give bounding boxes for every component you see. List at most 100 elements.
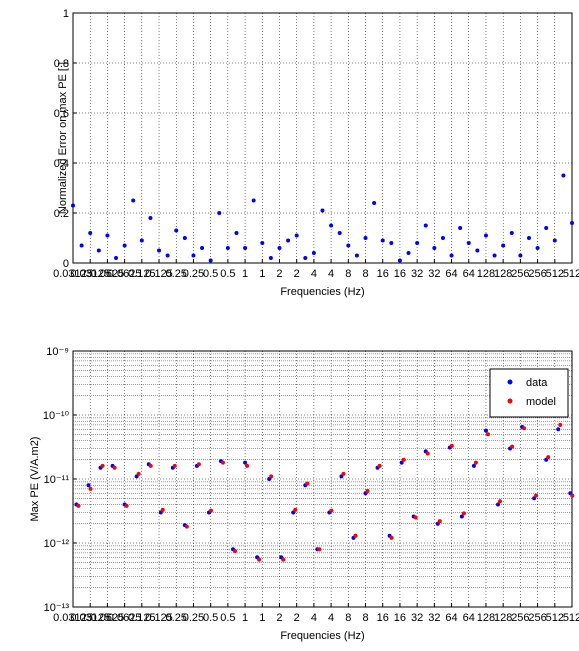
legend — [489, 368, 569, 418]
y-tick-label: 10⁻¹² — [44, 538, 70, 550]
x-tick-label: 16 — [394, 612, 406, 624]
data-point — [483, 428, 488, 433]
data-point — [570, 493, 575, 498]
data-point — [131, 198, 136, 203]
x-tick-label: 0.25 — [183, 268, 204, 280]
data-point — [281, 557, 286, 562]
data-point — [535, 246, 540, 250]
x-tick-label: 0.5 — [203, 612, 218, 624]
data-point — [341, 471, 346, 476]
x-tick-label: 0.03125 — [70, 268, 110, 280]
y-axis-label: Max PE (V/A.m2) — [29, 437, 41, 522]
data-point — [397, 258, 402, 263]
x-tick-label: 256 — [528, 612, 546, 624]
data-point — [363, 236, 368, 240]
data-point — [461, 511, 466, 516]
data-point — [449, 253, 454, 258]
y-tick-label: 0.2 — [54, 208, 69, 220]
x-tick-label: 2 — [294, 612, 300, 624]
x-tick-label: 1 — [259, 612, 265, 624]
data-point — [509, 231, 514, 235]
data-point — [526, 236, 531, 240]
data-point — [305, 481, 310, 486]
data-point — [570, 221, 574, 225]
data-point — [518, 253, 523, 258]
data-point — [561, 173, 566, 178]
x-tick-label: 64 — [445, 268, 457, 280]
x-tick-label: 0.0625 — [108, 268, 142, 280]
x-tick-label: 0.125 — [128, 612, 156, 624]
data-point — [217, 211, 222, 215]
x-axis-label: Frequencies (Hz) — [280, 286, 364, 298]
data-point — [105, 233, 110, 238]
data-point — [286, 238, 291, 243]
x-tick-label: 1 — [242, 612, 248, 624]
data-point — [71, 203, 75, 208]
data-point — [191, 253, 196, 258]
x-tick-label: 16 — [377, 612, 389, 624]
data-point — [165, 253, 170, 258]
data-point — [496, 502, 501, 507]
x-tick-label: 512 — [546, 268, 564, 280]
x-tick-label: 1 — [259, 268, 265, 280]
x-tick-label: 2 — [276, 268, 282, 280]
data-point — [234, 231, 239, 235]
x-tick-label: 256 — [511, 612, 529, 624]
x-tick-label: 8 — [345, 268, 351, 280]
data-point — [546, 455, 551, 460]
data-point — [353, 533, 358, 538]
data-point — [534, 493, 539, 498]
data-point — [558, 422, 563, 427]
data-point — [498, 499, 503, 504]
data-point — [346, 243, 351, 248]
data-point — [552, 238, 557, 243]
plot-area — [73, 13, 572, 263]
data-point — [139, 238, 144, 243]
data-point — [510, 444, 515, 449]
data-point — [208, 508, 213, 513]
data-point — [243, 460, 248, 465]
data-point — [114, 256, 119, 260]
data-point — [492, 253, 497, 258]
data-point — [389, 241, 394, 245]
y-tick-label: 10⁻¹³ — [44, 602, 70, 614]
data-point — [79, 243, 84, 248]
data-point — [413, 515, 418, 520]
x-tick-label: 32 — [428, 612, 440, 624]
data-point — [372, 201, 377, 205]
x-tick-label: 2 — [276, 612, 282, 624]
x-tick-label: 0.25 — [166, 612, 187, 624]
x-tick-label: 4 — [311, 268, 317, 280]
data-point — [96, 248, 101, 253]
data-point — [380, 238, 385, 243]
x-axis-label: Frequencies (Hz) — [280, 630, 364, 642]
x-tick-label: 0.25 — [166, 268, 187, 280]
data-point — [432, 246, 437, 250]
data-point — [268, 256, 273, 260]
data-point — [257, 557, 262, 562]
data-point — [160, 507, 165, 512]
y-tick-label: 0.8 — [54, 58, 69, 70]
data-point — [475, 248, 480, 253]
data-point — [294, 233, 299, 238]
data-point — [208, 258, 213, 263]
data-point — [277, 246, 282, 250]
data-point — [473, 460, 478, 465]
x-tick-label: 0.0625 — [91, 612, 125, 624]
x-tick-label: 0.0625 — [91, 268, 125, 280]
data-point — [311, 251, 316, 255]
legend-marker — [507, 379, 513, 385]
x-tick-label: 256 — [511, 268, 529, 280]
data-point — [440, 236, 445, 240]
x-tick-label: 32 — [411, 268, 423, 280]
y-tick-label: 10⁻⁹ — [46, 346, 69, 358]
data-point — [245, 463, 250, 468]
y-axis-label: Normalized Error on max PE [ ] — [57, 62, 69, 214]
data-point — [437, 519, 442, 524]
y-tick-label: 1 — [63, 8, 69, 20]
x-tick-label: 16 — [394, 268, 406, 280]
x-tick-label: 4 — [328, 612, 334, 624]
data-point — [124, 503, 129, 508]
x-tick-label: 4 — [311, 612, 317, 624]
